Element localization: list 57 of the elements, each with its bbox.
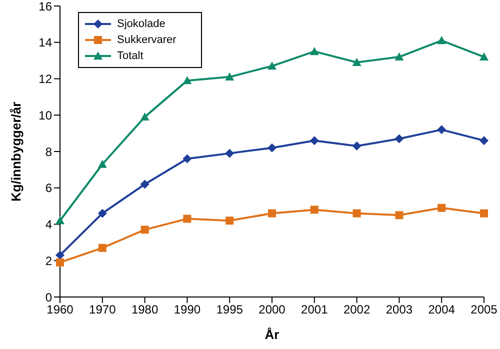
y-tick-label: 0 [45, 290, 52, 304]
point [310, 206, 318, 214]
x-tick-label: 2004 [428, 302, 456, 317]
point [182, 154, 192, 164]
point [395, 211, 404, 220]
legend-label: Sukkervarer [117, 34, 176, 46]
x-tick-label: 2003 [386, 302, 413, 317]
x-tick-label: 1960 [46, 302, 74, 317]
x-tick-label: 2001 [301, 302, 328, 317]
y-tick-label: 10 [38, 108, 52, 122]
point [226, 216, 234, 225]
point [140, 180, 150, 189]
x-tick-label: 2000 [258, 302, 286, 317]
point [438, 204, 446, 212]
y-tick-label: 4 [45, 218, 52, 232]
point [394, 134, 404, 144]
point [225, 72, 234, 81]
point [268, 62, 276, 70]
y-tick-label: 2 [45, 254, 52, 268]
point [480, 136, 488, 146]
y-tick-label: 12 [38, 72, 52, 86]
point [437, 36, 446, 44]
point [56, 258, 64, 266]
point [480, 52, 488, 61]
x-tick-label: 1990 [174, 302, 201, 317]
y-axis-title: Kg/innbygger/år [8, 102, 24, 202]
point [394, 52, 404, 61]
point [480, 209, 488, 218]
point [98, 160, 107, 168]
point [310, 46, 319, 56]
x-axis-title: År [264, 327, 280, 342]
x-tick-label: 1995 [216, 302, 244, 317]
x-tick-label: 2005 [470, 302, 498, 317]
legend-label: Totalt [117, 50, 144, 62]
point [310, 136, 319, 146]
y-tick-label: 6 [45, 181, 52, 196]
y-tick-label: 16 [38, 0, 52, 14]
point [268, 143, 276, 152]
x-tick-label: 2002 [343, 302, 370, 317]
point [98, 208, 107, 218]
point [352, 209, 361, 218]
point [56, 216, 64, 224]
point [437, 125, 446, 134]
point [183, 214, 192, 223]
point [352, 142, 362, 151]
point [140, 226, 149, 234]
y-tick-label: 8 [45, 144, 52, 159]
point [352, 58, 362, 66]
point [225, 148, 234, 158]
point [140, 112, 150, 121]
x-tick-label: 1970 [89, 302, 116, 317]
x-tick-label: 1980 [131, 302, 158, 317]
point [98, 244, 106, 252]
point [182, 76, 192, 84]
point [268, 209, 276, 218]
legend-label: Sjokolade [117, 18, 166, 30]
y-tick-label: 14 [38, 36, 52, 50]
